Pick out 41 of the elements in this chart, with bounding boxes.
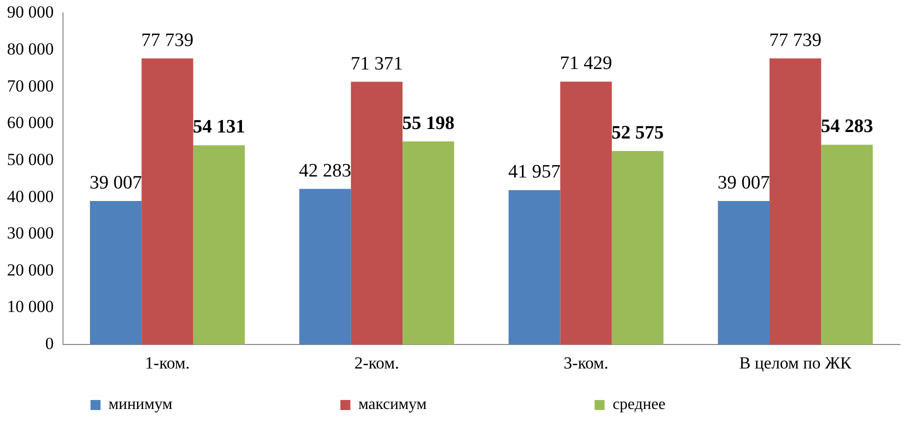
y-tick-label: 90 000 xyxy=(7,2,54,22)
data-label: 54 131 xyxy=(192,116,246,138)
bar xyxy=(718,200,770,345)
bar xyxy=(299,188,351,345)
bar xyxy=(402,141,454,345)
legend-label: максимум xyxy=(358,396,575,414)
y-tick-label: 70 000 xyxy=(7,76,54,96)
data-label: 77 739 xyxy=(141,30,194,51)
bar xyxy=(770,58,822,345)
data-label: 39 007 xyxy=(90,172,142,194)
y-tick-label: 30 000 xyxy=(7,224,54,243)
y-tick-label: 0 xyxy=(45,334,54,354)
data-label: 71 371 xyxy=(350,53,403,74)
bar xyxy=(142,58,194,345)
legend-label: минимум xyxy=(108,396,320,414)
data-label: 54 283 xyxy=(820,116,874,138)
y-tick-label: 20 000 xyxy=(7,260,54,280)
data-label: 42 283 xyxy=(298,160,352,182)
y-tick-label: 60 000 xyxy=(7,113,54,132)
bar xyxy=(90,200,142,345)
bar xyxy=(612,151,664,345)
bar xyxy=(193,145,245,345)
data-label: 39 007 xyxy=(718,172,770,194)
x-tick-label: 2-ком. xyxy=(354,353,400,372)
y-tick-label: 50 000 xyxy=(7,150,54,169)
data-label: 41 957 xyxy=(508,162,561,183)
data-label: 77 739 xyxy=(769,30,822,51)
x-tick-label: 3-ком. xyxy=(564,353,608,372)
data-label: 52 575 xyxy=(612,122,664,144)
bar xyxy=(821,144,873,345)
data-label: 55 198 xyxy=(402,112,454,134)
bar xyxy=(508,190,560,345)
x-tick-label: 1-ком. xyxy=(145,353,190,372)
y-tick-label: 10 000 xyxy=(7,297,54,316)
bar xyxy=(560,82,612,345)
data-label: 71 429 xyxy=(560,53,612,74)
legend-label: среднее xyxy=(612,396,814,414)
y-tick-label: 80 000 xyxy=(7,39,54,58)
x-tick-label: В целом по ЖК xyxy=(739,353,852,372)
y-tick-label: 40 000 xyxy=(7,186,54,206)
bar xyxy=(350,82,403,345)
